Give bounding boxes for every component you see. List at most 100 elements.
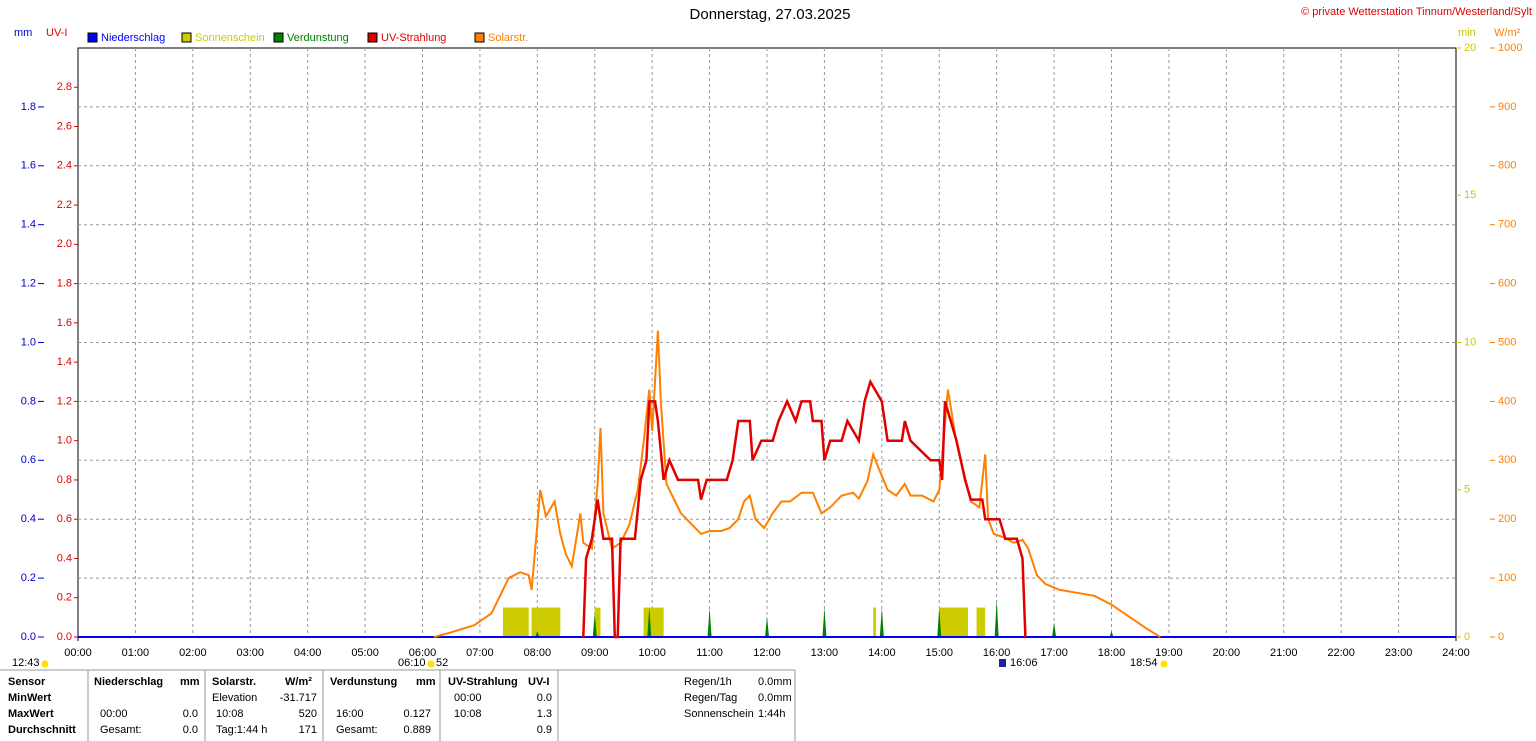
evaporation-spike xyxy=(1052,622,1057,637)
table-cell: 0.0 xyxy=(537,692,552,704)
min-tick-label: 5 xyxy=(1464,484,1470,496)
uv-tick-label: 2.2 xyxy=(57,199,72,211)
x-tick-label: 01:00 xyxy=(122,647,150,659)
table-dividers xyxy=(87,670,796,741)
sunshine-bar xyxy=(594,607,601,637)
sun-icon xyxy=(41,660,49,668)
time-annotation: 12:43 xyxy=(12,657,40,669)
min-tick-label: 10 xyxy=(1464,336,1476,348)
x-tick-label: 07:00 xyxy=(466,647,494,659)
sunshine-bar xyxy=(643,607,664,637)
x-tick-label: 11:00 xyxy=(696,647,723,659)
evaporation-spike xyxy=(535,631,540,637)
y2-tick-label: 300 xyxy=(1498,454,1516,466)
chart-title: Donnerstag, 27.03.2025 xyxy=(690,6,851,23)
y2-tick-label: 200 xyxy=(1498,513,1516,525)
y-tick-label: 1.4 xyxy=(21,219,36,231)
x-tick-label: 19:00 xyxy=(1155,647,1183,659)
y-tick-label: 0.6 xyxy=(21,454,36,466)
evaporation-spike xyxy=(994,599,999,637)
table-row-label: MaxWert xyxy=(8,708,54,720)
min-tick-label: 15 xyxy=(1464,189,1476,201)
x-tick-label: 17:00 xyxy=(1040,647,1068,659)
time-annotation: 18:54 xyxy=(1130,657,1158,669)
evaporation-spike xyxy=(647,607,652,637)
table-cell: -31.717 xyxy=(280,692,317,704)
evaporation-spike xyxy=(1109,631,1114,637)
table-header: Verdunstung xyxy=(330,676,397,688)
x-tick-label: 24:00 xyxy=(1442,647,1470,659)
time-annotation: 06:10 xyxy=(398,657,426,669)
table-row-label: MinWert xyxy=(8,692,52,704)
x-tick-label: 05:00 xyxy=(351,647,379,659)
table-header: mm xyxy=(416,676,436,688)
y-tick-label: 1.8 xyxy=(21,101,36,113)
table-cell: Gesamt: xyxy=(100,724,142,736)
uv-tick-label: 2.4 xyxy=(57,160,72,172)
x-tick-label: 02:00 xyxy=(179,647,207,659)
y-tick-label: 1.0 xyxy=(21,336,36,348)
info-label: Regen/1h xyxy=(684,676,732,688)
y2-tick-label: 700 xyxy=(1498,219,1516,231)
x-tick-label: 04:00 xyxy=(294,647,322,659)
y-axis-label: mm xyxy=(14,27,32,39)
evaporation-spike xyxy=(707,607,712,637)
y-tick-label: 0.0 xyxy=(21,631,36,643)
y-tick-label: 1.6 xyxy=(21,160,36,172)
x-tick-label: 20:00 xyxy=(1213,647,1241,659)
legend-swatch xyxy=(474,32,485,43)
uv-tick-label: 1.2 xyxy=(57,395,72,407)
copyright: © private Wetterstation Tinnum/Westerlan… xyxy=(1301,6,1532,18)
uv-tick-label: 2.8 xyxy=(57,81,72,93)
table-cell: 171 xyxy=(299,724,317,736)
x-tick-label: 00:00 xyxy=(64,647,92,659)
y2-tick-label: 600 xyxy=(1498,278,1516,290)
table-header: mm xyxy=(180,676,200,688)
evaporation-spike xyxy=(592,613,597,637)
legend-label: Sonnenschein xyxy=(195,32,265,44)
table-cell: 10:08 xyxy=(216,708,244,720)
sunshine-bar xyxy=(531,607,561,637)
uv-tick-label: 0.2 xyxy=(57,592,72,604)
x-tick-label: 13:00 xyxy=(811,647,839,659)
y2-tick-label: 1000 xyxy=(1498,42,1522,54)
evaporation-spike xyxy=(879,607,884,637)
legend-label: UV-Strahlung xyxy=(381,32,446,44)
uv-tick-label: 0.0 xyxy=(57,631,72,643)
x-tick-label: 12:00 xyxy=(753,647,781,659)
table-header: UV-I xyxy=(528,676,549,688)
info-label: Regen/Tag xyxy=(684,692,737,704)
x-tick-label: 14:00 xyxy=(868,647,896,659)
evaporation-spike xyxy=(765,616,769,637)
info-value: 0.0mm xyxy=(758,676,792,688)
table-cell: Gesamt: xyxy=(336,724,378,736)
uv-tick-label: 0.8 xyxy=(57,474,72,486)
table-cell: Tag:1:44 h xyxy=(216,724,267,736)
info-value: 0.0mm xyxy=(758,692,792,704)
table-cell: 0.0 xyxy=(183,724,198,736)
y-tick-label: 1.2 xyxy=(21,278,36,290)
table-cell: 10:08 xyxy=(454,708,482,720)
table-header: Sensor xyxy=(8,676,46,688)
min-tick-label: 20 xyxy=(1464,42,1476,54)
x-tick-label: 06:00 xyxy=(409,647,437,659)
legend-label: Verdunstung xyxy=(287,32,349,44)
table-cell: 520 xyxy=(299,708,317,720)
series-line xyxy=(582,378,1027,639)
x-tick-label: 10:00 xyxy=(638,647,666,659)
uv-tick-label: 0.6 xyxy=(57,513,72,525)
uv-tick-label: 1.0 xyxy=(57,435,72,447)
time-annotation: 16:06 xyxy=(1010,657,1038,669)
y-tick-label: 0.8 xyxy=(21,395,36,407)
uv-tick-label: 2.0 xyxy=(57,238,72,250)
min-axis-label: min xyxy=(1458,27,1476,39)
legend-swatch xyxy=(87,32,98,43)
evaporation-spike xyxy=(822,607,827,637)
y2-tick-label: 800 xyxy=(1498,160,1516,172)
table-cell: 00:00 xyxy=(454,692,482,704)
table-row-label: Durchschnitt xyxy=(8,724,76,736)
table-cell: 0.9 xyxy=(537,724,552,736)
legend-swatch xyxy=(273,32,284,43)
sunshine-bar xyxy=(976,607,986,637)
